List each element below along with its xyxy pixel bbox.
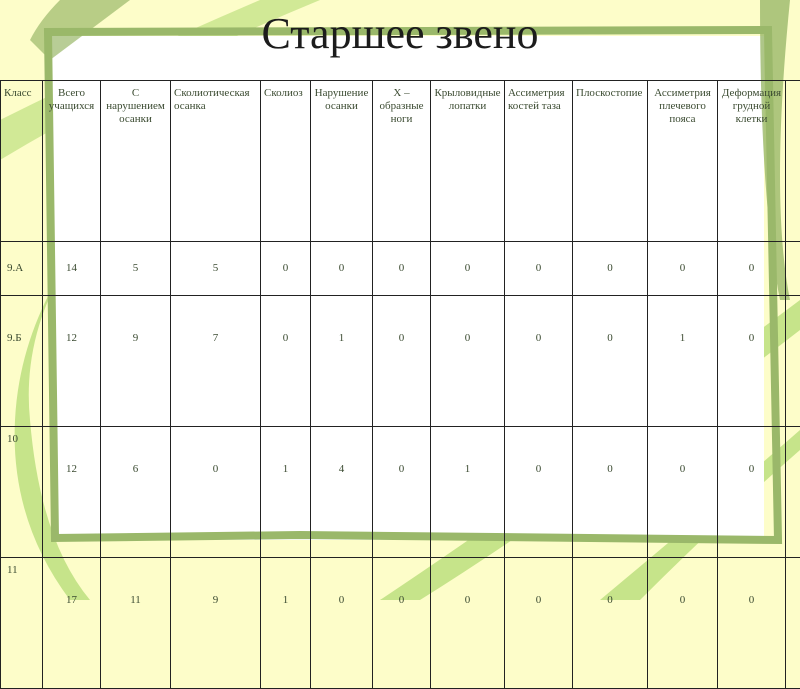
table-cell: 1	[311, 296, 373, 427]
table-cell: 0	[573, 427, 648, 558]
header-cell: Крыловидные лопатки	[431, 81, 505, 242]
table-cell	[786, 242, 800, 296]
table-cell: 0	[718, 427, 786, 558]
table-cell: 0	[311, 558, 373, 689]
table-cell: 0	[373, 427, 431, 558]
table-cell: 9	[171, 558, 261, 689]
table-cell: 0	[261, 296, 311, 427]
table-cell: 0	[431, 242, 505, 296]
table-cell: 7	[171, 296, 261, 427]
table-cell: 9	[101, 296, 171, 427]
table-cell: 0	[505, 558, 573, 689]
header-cell: Класс	[1, 81, 43, 242]
table-cell: 0	[373, 296, 431, 427]
table-cell: 0	[718, 242, 786, 296]
table-row: 9.А 14 5 5 0 0 0 0 0 0 0 0	[1, 242, 800, 296]
table-cell: 0	[505, 296, 573, 427]
table-cell: 1	[431, 427, 505, 558]
table-row: 10 12 6 0 1 4 0 1 0 0 0 0	[1, 427, 800, 558]
table-cell: 17	[43, 558, 101, 689]
table-cell: 6	[101, 427, 171, 558]
header-cell: Нарушение осанки	[311, 81, 373, 242]
header-cell: Сколиотическая осанка	[171, 81, 261, 242]
table-cell: 1	[648, 296, 718, 427]
table-cell: 0	[573, 558, 648, 689]
table-cell: 5	[101, 242, 171, 296]
table-cell: 0	[573, 242, 648, 296]
table-cell: 0	[648, 558, 718, 689]
header-cell: Ассиметрия плечевого пояса	[648, 81, 718, 242]
table-cell: 9.Б	[1, 296, 43, 427]
header-cell: Ассиметрия костей таза	[505, 81, 573, 242]
table-cell: 0	[373, 558, 431, 689]
table-cell: 0	[718, 558, 786, 689]
table-cell	[786, 296, 800, 427]
table-cell: 0	[431, 558, 505, 689]
table-cell: 0	[718, 296, 786, 427]
table-cell: 9.А	[1, 242, 43, 296]
table-cell	[786, 427, 800, 558]
table-cell: 11	[1, 558, 43, 689]
table-cell: 0	[505, 242, 573, 296]
header-cell: Х – образные ноги	[373, 81, 431, 242]
posture-table: Класс Всего учащихся С нарушением осанки…	[0, 80, 800, 689]
table-cell: 0	[431, 296, 505, 427]
table-cell: 12	[43, 427, 101, 558]
header-cell: Деформация грудной клетки	[718, 81, 786, 242]
table-cell: 0	[311, 242, 373, 296]
table-cell	[786, 558, 800, 689]
header-cell: Всего учащихся	[43, 81, 101, 242]
table-cell: 11	[101, 558, 171, 689]
header-cell: Сколиоз	[261, 81, 311, 242]
table-cell: 10	[1, 427, 43, 558]
slide-title: Старшее звено	[0, 8, 800, 59]
table-cell: 0	[648, 427, 718, 558]
header-cell	[786, 81, 800, 242]
header-cell: Плоскостопие	[573, 81, 648, 242]
table-cell: 0	[573, 296, 648, 427]
table-cell: 12	[43, 296, 101, 427]
table-row: 11 17 11 9 1 0 0 0 0 0 0 0	[1, 558, 800, 689]
table-cell: 1	[261, 558, 311, 689]
table-row: 9.Б 12 9 7 0 1 0 0 0 0 1 0	[1, 296, 800, 427]
table-cell: 0	[171, 427, 261, 558]
table-cell: 4	[311, 427, 373, 558]
table-cell: 0	[373, 242, 431, 296]
table-cell: 0	[648, 242, 718, 296]
table-cell: 5	[171, 242, 261, 296]
table-cell: 0	[261, 242, 311, 296]
header-cell: С нарушением осанки	[101, 81, 171, 242]
table-header-row: Класс Всего учащихся С нарушением осанки…	[1, 81, 800, 242]
table-cell: 0	[505, 427, 573, 558]
table-cell: 14	[43, 242, 101, 296]
table-cell: 1	[261, 427, 311, 558]
